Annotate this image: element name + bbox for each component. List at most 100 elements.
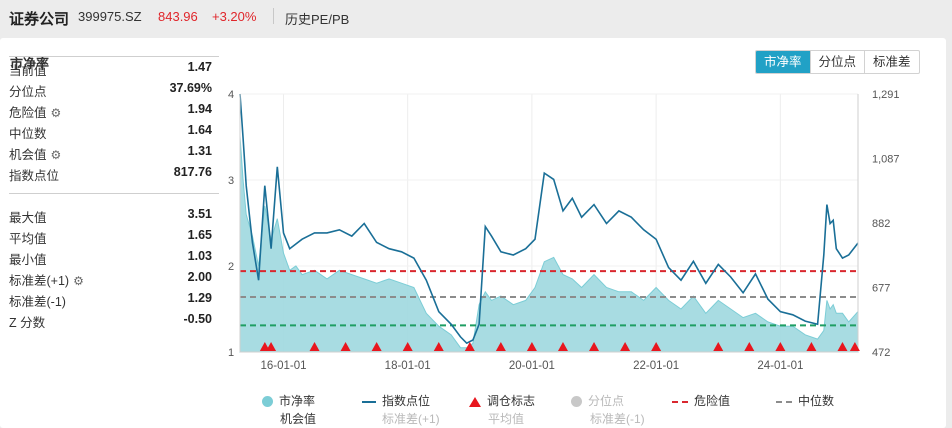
stat-value: 1.03 bbox=[187, 249, 212, 263]
x-tick-label: 16-01-01 bbox=[260, 360, 306, 372]
legend-item-index[interactable]: 指数点位 bbox=[362, 392, 430, 409]
index-line-series bbox=[239, 93, 859, 345]
rebalance-marker bbox=[433, 342, 444, 351]
stat-label: 当前值 bbox=[9, 64, 47, 78]
stat-row-index-level: 指数点位 817.76 bbox=[9, 163, 212, 183]
left-tick-label: 2 bbox=[228, 261, 234, 273]
legend-label: 市净率 bbox=[279, 394, 316, 408]
gear-icon[interactable]: ⚙ bbox=[50, 106, 62, 120]
legend-label: 危险值 bbox=[694, 394, 731, 408]
index-price: 843.96 bbox=[158, 9, 198, 24]
stat-row-percentile: 分位点 37.69% bbox=[9, 79, 212, 99]
x-tick-label: 22-01-01 bbox=[633, 360, 679, 372]
stat-row-std-minus: 标准差(-1) 1.29 bbox=[9, 289, 212, 309]
tab-std-dev[interactable]: 标准差 bbox=[864, 51, 919, 73]
index-name: 证券公司 bbox=[9, 11, 70, 28]
rebalance-marker bbox=[620, 342, 631, 351]
stat-label-text: 标准差(+1) bbox=[9, 274, 70, 288]
rebalance-marker bbox=[775, 342, 786, 351]
rebalance-marker bbox=[402, 342, 413, 351]
legend-label: 中位数 bbox=[798, 394, 835, 408]
legend-label: 分位点 bbox=[588, 394, 625, 408]
left-tick-label: 4 bbox=[228, 89, 234, 101]
stat-row-mean: 平均值 1.65 bbox=[9, 226, 212, 246]
right-tick-label: 882 bbox=[872, 218, 890, 230]
rebalance-marker bbox=[464, 342, 475, 351]
left-tick-label: 1 bbox=[228, 347, 234, 359]
stat-row-current: 当前值 1.47 bbox=[9, 58, 212, 78]
legend-dot-icon bbox=[571, 396, 582, 408]
stat-label-text: 机会值 bbox=[9, 148, 47, 162]
stat-label: 机会值 ⚙ bbox=[9, 144, 61, 163]
rebalance-marker bbox=[557, 342, 568, 351]
right-tick-label: 1,291 bbox=[872, 89, 900, 101]
x-tick-label: 24-01-01 bbox=[757, 360, 803, 372]
stat-label-text: 危险值 bbox=[9, 106, 47, 120]
stat-label: 中位数 bbox=[9, 127, 47, 141]
legend-item-std-minus[interactable]: 标准差(-1) bbox=[590, 412, 645, 426]
left-tick-label: 3 bbox=[228, 175, 234, 187]
rebalance-marker bbox=[744, 342, 755, 351]
rebalance-marker bbox=[495, 342, 506, 351]
index-code: 399975.SZ bbox=[78, 9, 142, 24]
stat-label: 指数点位 bbox=[9, 169, 60, 183]
stat-label: Z 分数 bbox=[9, 316, 46, 330]
rebalance-marker bbox=[340, 342, 351, 351]
legend-item-mean[interactable]: 平均值 bbox=[488, 412, 525, 426]
stat-value: 1.65 bbox=[187, 228, 212, 242]
stat-value: 1.29 bbox=[187, 291, 212, 305]
rebalance-marker bbox=[837, 342, 848, 351]
legend-dot-icon bbox=[262, 396, 273, 408]
legend-dash-icon bbox=[672, 400, 688, 403]
header-bar: 证券公司 399975.SZ 843.96 +3.20% 历史PE/PB bbox=[0, 0, 952, 34]
stat-value: 2.00 bbox=[187, 270, 212, 284]
stat-row-median: 中位数 1.64 bbox=[9, 121, 212, 141]
panel-title: 市净率 bbox=[10, 56, 50, 71]
rebalance-marker bbox=[266, 342, 277, 351]
rebalance-marker bbox=[651, 342, 662, 351]
rebalance-marker bbox=[589, 342, 600, 351]
stat-value: 1.94 bbox=[187, 102, 212, 116]
pb-area-series bbox=[239, 136, 859, 353]
stats-divider-middle bbox=[9, 193, 219, 194]
x-tick-label: 20-01-01 bbox=[509, 360, 555, 372]
rebalance-marker bbox=[526, 342, 537, 351]
gear-icon[interactable]: ⚙ bbox=[50, 148, 62, 162]
legend-item-danger[interactable]: 危险值 bbox=[672, 392, 730, 409]
right-tick-label: 472 bbox=[872, 347, 890, 359]
tab-pb[interactable]: 市净率 bbox=[756, 51, 810, 73]
stat-label: 危险值 ⚙ bbox=[9, 102, 61, 121]
legend-triangle-icon bbox=[469, 396, 481, 407]
legend-label: 调仓标志 bbox=[487, 394, 536, 408]
stat-row-z-score: Z 分数 -0.50 bbox=[9, 310, 212, 330]
stat-value: -0.50 bbox=[183, 312, 213, 326]
stat-label: 分位点 bbox=[9, 85, 47, 99]
stat-value: 1.31 bbox=[187, 144, 212, 158]
stat-value: 817.76 bbox=[173, 165, 212, 179]
tab-percentile[interactable]: 分位点 bbox=[809, 51, 865, 73]
stats-divider-top bbox=[9, 56, 219, 57]
pb-chart[interactable]: 1 2 3 4 472 677 882 1,087 1,291 16-01-01 18-01-01 2… bbox=[222, 44, 922, 384]
legend-label: 指数点位 bbox=[382, 394, 431, 408]
legend-item-rebalance[interactable]: 调仓标志 bbox=[469, 392, 535, 409]
legend-item-median[interactable]: 中位数 bbox=[776, 392, 834, 409]
legend-item-pb[interactable]: 市净率 bbox=[262, 392, 315, 409]
rebalance-marker bbox=[371, 342, 382, 351]
x-tick-label: 18-01-01 bbox=[385, 360, 431, 372]
legend-line-icon bbox=[362, 400, 376, 403]
chart-legend: 市净率 指数点位 调仓标志 分位点 危险值 中位数 机会值 标准差(+1) 平均… bbox=[0, 392, 952, 426]
stat-row-max: 最大值 3.51 bbox=[9, 205, 212, 225]
legend-item-std-plus[interactable]: 标准差(+1) bbox=[382, 412, 440, 426]
rebalance-marker bbox=[309, 342, 320, 351]
right-tick-label: 1,087 bbox=[872, 153, 900, 165]
right-tick-label: 677 bbox=[872, 282, 890, 294]
stat-row-opportunity: 机会值 ⚙ 1.31 bbox=[9, 142, 212, 162]
history-pe-pb-link[interactable]: 历史PE/PB bbox=[285, 12, 350, 27]
legend-item-percentile[interactable]: 分位点 bbox=[571, 392, 624, 409]
rebalance-marker bbox=[713, 342, 724, 351]
legend-dash-icon bbox=[776, 400, 792, 403]
stat-row-std-plus: 标准差(+1) ⚙ 2.00 bbox=[9, 268, 212, 288]
legend-item-opportunity[interactable]: 机会值 bbox=[280, 412, 317, 426]
rebalance-marker bbox=[806, 342, 817, 351]
gear-icon[interactable]: ⚙ bbox=[73, 274, 84, 288]
